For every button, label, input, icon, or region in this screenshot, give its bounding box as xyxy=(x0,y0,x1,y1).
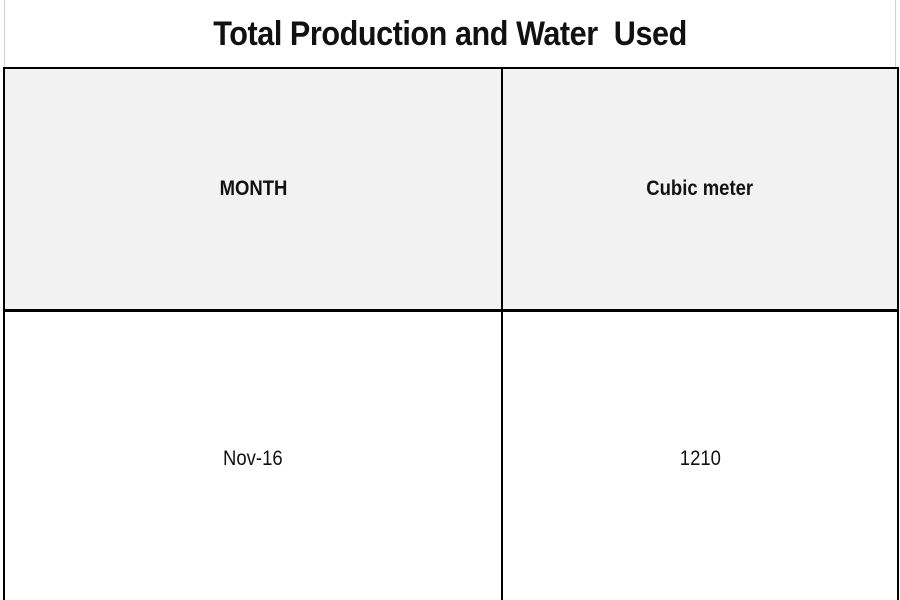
cell-cubic-meter-value: 1210 xyxy=(679,446,721,470)
column-header-month-label: MONTH xyxy=(219,176,287,200)
column-header-cubic-meter: Cubic meter xyxy=(501,67,899,312)
cell-cubic-meter: 1210 xyxy=(501,309,899,600)
cell-month: Nov-16 xyxy=(3,309,503,600)
table-body: Nov-16 1210 xyxy=(3,309,899,600)
table-row: Nov-16 1210 xyxy=(3,309,899,600)
table-header: MONTH Cubic meter xyxy=(3,67,899,312)
data-table: MONTH Cubic meter Nov-16 1210 xyxy=(3,67,899,600)
title-band: Total Production and Water Used xyxy=(4,0,896,67)
cell-month-value: Nov-16 xyxy=(223,446,283,470)
table-title: Total Production and Water Used xyxy=(213,14,687,53)
column-header-month: MONTH xyxy=(3,67,503,312)
header-row: MONTH Cubic meter xyxy=(3,67,899,312)
column-header-cubic-meter-label: Cubic meter xyxy=(646,176,754,200)
